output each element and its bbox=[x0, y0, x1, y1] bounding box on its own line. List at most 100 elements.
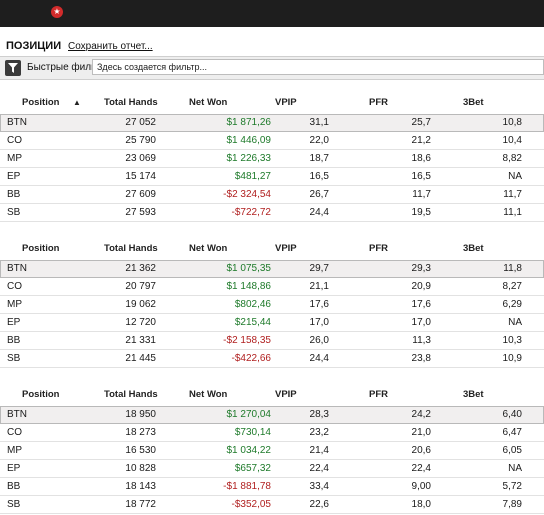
3bet-cell: 6,29 bbox=[502, 299, 522, 310]
col-header-vpip[interactable]: VPIP bbox=[275, 243, 297, 254]
net-won-cell: $215,44 bbox=[234, 317, 271, 328]
col-header-position[interactable]: Position bbox=[22, 389, 60, 400]
table-row[interactable]: BB 18 143 -$1 881,78 33,4 9,00 5,72 bbox=[0, 478, 544, 496]
vpip-cell: 21,4 bbox=[309, 445, 329, 456]
vpip-cell: 22,6 bbox=[309, 499, 329, 510]
position-cell: BTN bbox=[7, 117, 27, 128]
col-header-3bet[interactable]: 3Bet bbox=[463, 389, 484, 400]
pfr-cell: 22,4 bbox=[411, 463, 431, 474]
col-header-pfr[interactable]: PFR bbox=[369, 389, 388, 400]
position-cell: MP bbox=[7, 299, 22, 310]
page-title: ПОЗИЦИИ bbox=[6, 40, 62, 52]
net-won-cell: -$722,72 bbox=[231, 207, 271, 218]
col-header-total-hands[interactable]: Total Hands bbox=[104, 243, 158, 254]
pfr-cell: 18,0 bbox=[411, 499, 431, 510]
col-header-total-hands[interactable]: Total Hands bbox=[104, 389, 158, 400]
net-won-cell: $481,27 bbox=[234, 171, 271, 182]
position-cell: CO bbox=[7, 427, 22, 438]
total-hands-cell: 21 445 bbox=[125, 353, 156, 364]
3bet-cell: 5,72 bbox=[502, 481, 522, 492]
pfr-cell: 17,6 bbox=[411, 299, 431, 310]
pfr-cell: 11,7 bbox=[412, 189, 431, 200]
total-hands-cell: 25 790 bbox=[125, 135, 156, 146]
net-won-cell: $730,14 bbox=[234, 427, 271, 438]
net-won-cell: $802,46 bbox=[234, 299, 271, 310]
table-row[interactable]: BTN 27 052 $1 871,26 31,1 25,7 10,8 bbox=[0, 114, 544, 132]
3bet-cell: 10,4 bbox=[502, 135, 522, 146]
net-won-cell: $1 270,04 bbox=[226, 409, 272, 420]
vpip-cell: 22,0 bbox=[309, 135, 329, 146]
col-header-vpip[interactable]: VPIP bbox=[275, 97, 297, 108]
col-header-3bet[interactable]: 3Bet bbox=[463, 243, 484, 254]
total-hands-cell: 18 273 bbox=[125, 427, 156, 438]
pfr-cell: 16,5 bbox=[411, 171, 431, 182]
table-row[interactable]: MP 19 062 $802,46 17,6 17,6 6,29 bbox=[0, 296, 544, 314]
col-header-position[interactable]: Position bbox=[22, 97, 60, 108]
total-hands-cell: 27 609 bbox=[125, 189, 156, 200]
3bet-cell: 10,8 bbox=[502, 117, 522, 128]
col-header-pfr[interactable]: PFR bbox=[369, 243, 388, 254]
table-row[interactable]: CO 18 273 $730,14 23,2 21,0 6,47 bbox=[0, 424, 544, 442]
quick-filters-label[interactable]: Быстрые фильтры bbox=[27, 62, 113, 73]
table-row[interactable]: BTN 21 362 $1 075,35 29,7 29,3 11,8 bbox=[0, 260, 544, 278]
filter-input[interactable] bbox=[92, 59, 544, 75]
vpip-cell: 18,7 bbox=[309, 153, 329, 164]
position-cell: BB bbox=[7, 481, 21, 492]
table-row[interactable]: SB 27 593 -$722,72 24,4 19,5 11,1 bbox=[0, 204, 544, 222]
table-row[interactable]: MP 16 530 $1 034,22 21,4 20,6 6,05 bbox=[0, 442, 544, 460]
col-header-net-won[interactable]: Net Won bbox=[189, 243, 228, 254]
vpip-cell: 31,1 bbox=[309, 117, 329, 128]
table-row[interactable]: SB 21 445 -$422,66 24,4 23,8 10,9 bbox=[0, 350, 544, 368]
3bet-cell: 7,89 bbox=[502, 499, 522, 510]
table-row[interactable]: CO 25 790 $1 446,09 22,0 21,2 10,4 bbox=[0, 132, 544, 150]
col-header-net-won[interactable]: Net Won bbox=[189, 389, 228, 400]
net-won-cell: -$2 324,54 bbox=[223, 189, 271, 200]
net-won-cell: $1 034,22 bbox=[226, 445, 272, 456]
save-report-link[interactable]: Сохранить отчет... bbox=[68, 41, 153, 52]
position-cell: BB bbox=[7, 189, 21, 200]
pfr-cell: 20,6 bbox=[411, 445, 431, 456]
col-header-position[interactable]: Position bbox=[22, 243, 60, 254]
col-header-net-won[interactable]: Net Won bbox=[189, 97, 228, 108]
col-header-3bet[interactable]: 3Bet bbox=[463, 97, 484, 108]
total-hands-cell: 19 062 bbox=[125, 299, 156, 310]
3bet-cell: 11,8 bbox=[503, 263, 522, 274]
3bet-cell: 8,82 bbox=[502, 153, 522, 164]
total-hands-cell: 18 772 bbox=[125, 499, 156, 510]
3bet-cell: 11,7 bbox=[503, 189, 522, 200]
net-won-cell: $1 075,35 bbox=[226, 263, 272, 274]
table-row[interactable]: BTN 18 950 $1 270,04 28,3 24,2 6,40 bbox=[0, 406, 544, 424]
col-header-pfr[interactable]: PFR bbox=[369, 97, 388, 108]
col-header-vpip[interactable]: VPIP bbox=[275, 389, 297, 400]
3bet-cell: NA bbox=[508, 171, 522, 182]
position-cell: EP bbox=[7, 463, 21, 474]
sort-ascending-icon[interactable]: ▲ bbox=[73, 98, 81, 107]
net-won-cell: $657,32 bbox=[234, 463, 271, 474]
col-header-total-hands[interactable]: Total Hands bbox=[104, 97, 158, 108]
total-hands-cell: 18 950 bbox=[125, 409, 156, 420]
report-header: ПОЗИЦИИ Сохранить отчет... bbox=[0, 27, 544, 57]
table-row[interactable]: EP 15 174 $481,27 16,5 16,5 NA bbox=[0, 168, 544, 186]
table-row[interactable]: BB 27 609 -$2 324,54 26,7 11,7 11,7 bbox=[0, 186, 544, 204]
net-won-cell: $1 226,33 bbox=[226, 153, 272, 164]
table-row[interactable]: SB 18 772 -$352,05 22,6 18,0 7,89 bbox=[0, 496, 544, 514]
table-row[interactable]: MP 23 069 $1 226,33 18,7 18,6 8,82 bbox=[0, 150, 544, 168]
vpip-cell: 17,6 bbox=[309, 299, 329, 310]
table-row[interactable]: CO 20 797 $1 148,86 21,1 20,9 8,27 bbox=[0, 278, 544, 296]
position-cell: CO bbox=[7, 281, 22, 292]
pfr-cell: 17,0 bbox=[411, 317, 431, 328]
vpip-cell: 26,0 bbox=[309, 335, 329, 346]
pfr-cell: 21,2 bbox=[411, 135, 431, 146]
table-row[interactable]: EP 12 720 $215,44 17,0 17,0 NA bbox=[0, 314, 544, 332]
pfr-cell: 21,0 bbox=[411, 427, 431, 438]
position-cell: SB bbox=[7, 353, 21, 364]
vpip-cell: 24,4 bbox=[309, 353, 329, 364]
3bet-cell: 6,47 bbox=[502, 427, 522, 438]
net-won-cell: -$422,66 bbox=[231, 353, 271, 364]
filter-funnel-icon[interactable] bbox=[5, 60, 21, 76]
pfr-cell: 25,7 bbox=[411, 117, 431, 128]
table-header-row: Position Total Hands Net Won VPIP PFR 3B… bbox=[0, 382, 544, 406]
position-cell: CO bbox=[7, 135, 22, 146]
table-row[interactable]: EP 10 828 $657,32 22,4 22,4 NA bbox=[0, 460, 544, 478]
table-row[interactable]: BB 21 331 -$2 158,35 26,0 11,3 10,3 bbox=[0, 332, 544, 350]
